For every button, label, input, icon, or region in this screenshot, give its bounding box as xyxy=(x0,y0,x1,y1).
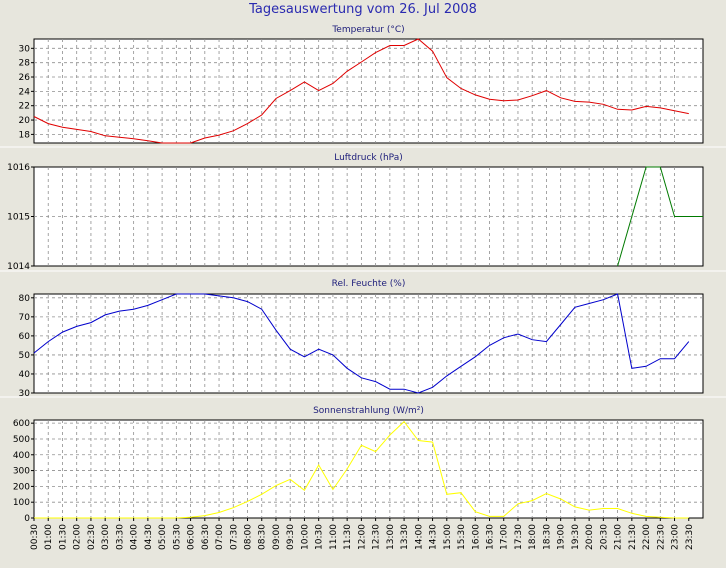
x-tick-label: 19:00 xyxy=(557,524,567,550)
x-tick-label: 17:30 xyxy=(514,524,524,550)
panel-3: 0 100 200 300 400 500 600 Sonnenstrahlung (W/m²… xyxy=(13,406,704,524)
y-tick-label: 600 xyxy=(13,419,30,429)
panel-2: 30 40 50 60 70 80 Rel. Feuchte (%) xyxy=(0,279,726,399)
y-tick-label: 100 xyxy=(13,498,30,508)
panel-0: 18 20 22 24 26 28 30 Temperatur (°C) xyxy=(0,25,726,148)
y-tick-label: 500 xyxy=(13,435,30,445)
x-tick-label: 19:30 xyxy=(571,524,581,550)
x-tick-label: 04:00 xyxy=(130,524,140,550)
x-tick-label: 09:00 xyxy=(272,524,282,550)
y-tick-label: 70 xyxy=(19,313,31,323)
y-tick-label: 20 xyxy=(19,116,31,126)
x-tick-label: 12:30 xyxy=(372,524,382,550)
y-tick-label: 24 xyxy=(19,87,31,97)
y-tick-label: 300 xyxy=(13,467,30,477)
x-axis: 00:30 01:00 01:30 02:00 02:30 03:00 03:30 04:00… xyxy=(30,518,695,550)
plot-area xyxy=(33,293,704,394)
x-tick-label: 14:30 xyxy=(429,524,439,550)
series-line xyxy=(34,420,689,519)
panel-1: 1014 1015 1016 Luftdruck (hPa) xyxy=(0,153,726,272)
panel-title: Luftdruck (hPa) xyxy=(334,153,403,163)
x-tick-label: 18:30 xyxy=(542,524,552,550)
y-tick-label: 0 xyxy=(24,514,30,524)
x-tick-label: 05:00 xyxy=(158,524,168,550)
x-tick-label: 10:00 xyxy=(300,524,310,550)
y-tick-label: 400 xyxy=(13,451,30,461)
x-tick-label: 03:00 xyxy=(101,524,111,550)
x-tick-label: 01:00 xyxy=(44,524,54,550)
x-tick-label: 17:00 xyxy=(500,524,510,550)
x-tick-label: 01:30 xyxy=(58,524,68,550)
x-tick-label: 11:30 xyxy=(343,524,353,550)
page-title: Tagesauswertung vom 26. Jul 2008 xyxy=(248,2,477,17)
x-tick-label: 06:30 xyxy=(201,524,211,550)
panel-title: Temperatur (°C) xyxy=(331,25,404,35)
x-tick-label: 13:30 xyxy=(400,524,410,550)
y-tick-label: 22 xyxy=(19,102,30,112)
x-tick-label: 22:00 xyxy=(642,524,652,550)
x-tick-label: 18:00 xyxy=(528,524,538,550)
y-tick-label: 26 xyxy=(19,73,31,83)
plot-area xyxy=(33,419,704,519)
x-tick-label: 05:30 xyxy=(172,524,182,550)
series-line xyxy=(33,38,689,144)
y-tick-label: 1014 xyxy=(7,262,30,272)
y-tick-label: 60 xyxy=(19,332,31,342)
plot-area xyxy=(33,166,704,267)
y-tick-label: 28 xyxy=(19,59,31,69)
x-tick-label: 10:30 xyxy=(315,524,325,550)
y-tick-label: 40 xyxy=(19,370,31,380)
x-tick-label: 08:00 xyxy=(244,524,254,550)
x-tick-label: 15:00 xyxy=(443,524,453,550)
y-tick-label: 1016 xyxy=(7,163,30,173)
y-tick-label: 80 xyxy=(19,294,31,304)
x-tick-label: 02:30 xyxy=(87,524,97,550)
x-tick-label: 16:30 xyxy=(485,524,495,550)
x-tick-label: 20:00 xyxy=(585,524,595,550)
series-line xyxy=(617,166,703,267)
x-tick-label: 00:30 xyxy=(30,524,40,550)
panel-title: Sonnenstrahlung (W/m²) xyxy=(313,406,424,416)
x-tick-label: 23:00 xyxy=(671,524,681,550)
x-tick-label: 22:30 xyxy=(656,524,666,550)
x-tick-label: 11:00 xyxy=(329,524,339,550)
x-tick-label: 15:30 xyxy=(457,524,467,550)
x-tick-label: 02:00 xyxy=(73,524,83,550)
x-tick-label: 04:30 xyxy=(144,524,154,550)
x-tick-label: 13:00 xyxy=(386,524,396,550)
y-tick-label: 30 xyxy=(19,389,31,399)
x-tick-label: 08:30 xyxy=(258,524,268,550)
panel-title: Rel. Feuchte (%) xyxy=(332,279,406,289)
x-tick-label: 23:30 xyxy=(685,524,695,550)
x-tick-label: 09:30 xyxy=(286,524,296,550)
x-tick-label: 07:30 xyxy=(229,524,239,550)
y-tick-label: 30 xyxy=(19,44,31,54)
x-tick-label: 16:00 xyxy=(471,524,481,550)
y-tick-label: 18 xyxy=(19,130,31,140)
y-tick-label: 200 xyxy=(13,482,30,492)
y-tick-label: 1015 xyxy=(7,213,30,223)
x-tick-label: 21:00 xyxy=(614,524,624,550)
x-tick-label: 21:30 xyxy=(628,524,638,550)
y-tick-label: 50 xyxy=(19,351,31,361)
x-tick-label: 03:30 xyxy=(115,524,125,550)
series-line xyxy=(33,293,690,394)
x-tick-label: 12:00 xyxy=(357,524,367,550)
x-tick-label: 07:00 xyxy=(215,524,225,550)
x-tick-label: 06:00 xyxy=(187,524,197,550)
x-tick-label: 14:00 xyxy=(414,524,424,550)
plot-area xyxy=(33,38,704,144)
x-tick-label: 20:30 xyxy=(599,524,609,550)
